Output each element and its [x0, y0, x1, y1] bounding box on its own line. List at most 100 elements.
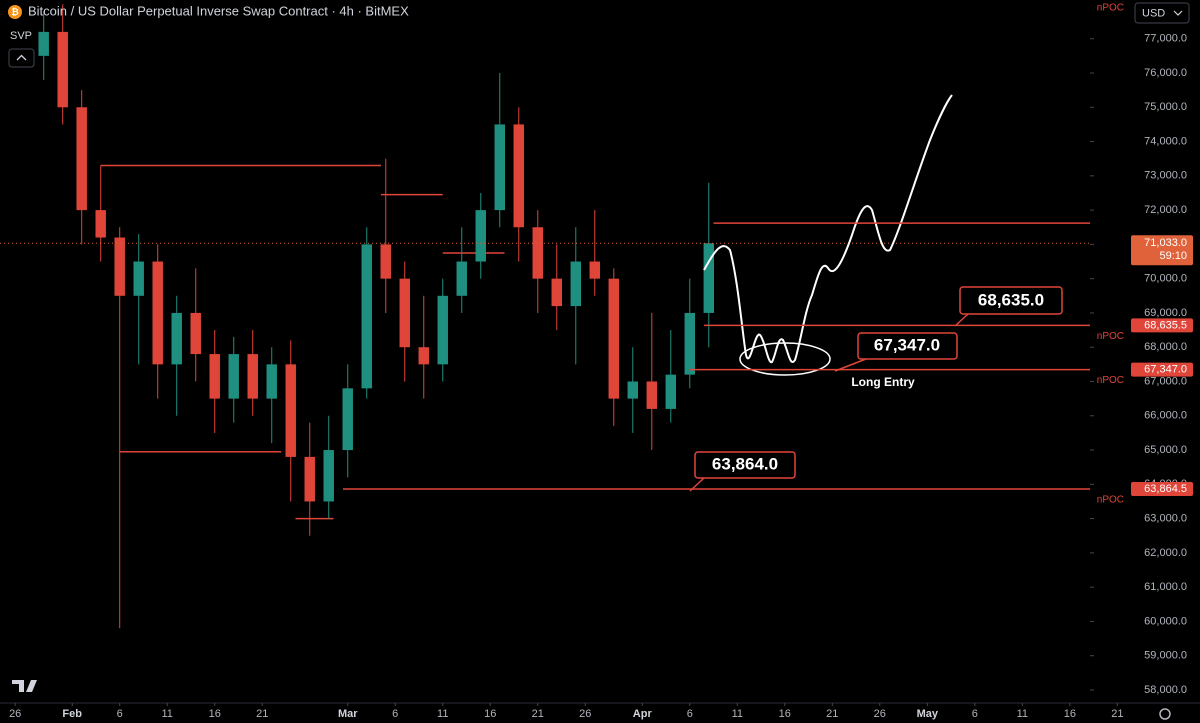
candle-body	[418, 347, 429, 365]
y-tick-label: 67,000.0	[1144, 375, 1187, 387]
x-tick-label: 6	[392, 708, 398, 720]
candle-body	[190, 312, 201, 355]
npoc-tag: nPOC	[1097, 3, 1124, 14]
currency-caret	[1173, 10, 1183, 16]
x-tick-label: 16	[209, 708, 221, 720]
y-tick-label: 66,000.0	[1144, 410, 1187, 422]
npoc-tag: nPOC	[1097, 375, 1124, 386]
callout-pointer	[954, 313, 969, 327]
candle-body	[95, 210, 106, 238]
coin-icon	[8, 5, 22, 19]
y-tick-label: 72,000.0	[1144, 204, 1187, 216]
callout-box	[959, 286, 1063, 315]
y-tick-label: 65,000.0	[1144, 444, 1187, 456]
x-tick-label: 26	[579, 708, 591, 720]
candle-body	[266, 364, 277, 399]
candle-body	[152, 261, 163, 365]
candle-body	[665, 374, 677, 409]
candle-body	[209, 354, 220, 399]
y-tick-label: 61,000.0	[1144, 581, 1187, 593]
x-tick-label: 16	[484, 708, 496, 720]
x-tick-label: 21	[1111, 708, 1123, 720]
candle-body	[703, 243, 715, 313]
candle-body	[494, 124, 505, 211]
collapse-icon	[16, 54, 27, 61]
x-tick-label: 16	[779, 708, 791, 720]
projection-path	[703, 94, 953, 364]
x-tick-label: 11	[162, 708, 173, 720]
candle-body	[456, 261, 467, 296]
collapse-button[interactable]	[8, 48, 35, 68]
candle-body	[228, 354, 239, 399]
settings-icon[interactable]	[1159, 708, 1171, 720]
candle-body	[646, 381, 658, 409]
y-tick-label: 59,000.0	[1144, 650, 1187, 662]
level-label: 67,347.0	[1144, 364, 1187, 376]
x-tick-label: 11	[437, 708, 448, 720]
candle-body	[361, 244, 372, 389]
candle-body	[532, 227, 543, 279]
tv-logo	[12, 680, 37, 692]
x-tick-label: Mar	[338, 708, 358, 720]
callout-label: 68,635.0	[978, 290, 1044, 309]
y-tick-label: 60,000.0	[1144, 615, 1187, 627]
y-tick-label: 68,000.0	[1144, 341, 1187, 353]
callout-label: 67,347.0	[874, 335, 940, 354]
level-label: 63,864.5	[1144, 483, 1187, 495]
candle-body	[684, 312, 696, 375]
plot-area	[0, 4, 1090, 629]
y-tick-label: 63,000.0	[1144, 513, 1187, 525]
x-tick-label: 6	[687, 708, 693, 720]
candle-body	[475, 210, 486, 262]
x-tick-label: 11	[732, 708, 743, 720]
candle-body	[247, 354, 258, 399]
candle-body	[323, 450, 334, 502]
candle-body	[304, 456, 315, 502]
x-tick-label: May	[917, 708, 939, 720]
candle-body	[399, 278, 410, 348]
currency-button[interactable]	[1134, 2, 1190, 24]
level-badge	[1131, 318, 1193, 333]
x-tick-label: Apr	[633, 708, 653, 720]
chart-title: Bitcoin / US Dollar Perpetual Inverse Sw…	[28, 3, 409, 18]
candle-body	[380, 244, 391, 279]
y-tick-label: 77,000.0	[1144, 33, 1187, 45]
candle-body	[551, 278, 562, 307]
y-tick-label: 70,000.0	[1144, 273, 1187, 285]
y-tick-label: 73,000.0	[1144, 170, 1187, 182]
candle-body	[608, 278, 620, 399]
x-tick-label: Feb	[62, 708, 82, 720]
candle-body	[76, 107, 87, 211]
candle-body	[437, 295, 448, 365]
x-tick-label: 26	[874, 708, 886, 720]
x-tick-label: 26	[9, 708, 21, 720]
level-badge	[1131, 362, 1193, 377]
x-tick-label: 11	[1017, 708, 1028, 720]
x-tick-label: 21	[532, 708, 544, 720]
y-tick-label: 58,000.0	[1144, 684, 1187, 696]
x-tick-label: 6	[972, 708, 978, 720]
current-price-label: 71,033.0	[1144, 237, 1187, 249]
currency-label: USD	[1142, 7, 1165, 19]
current-price-badge	[1131, 235, 1193, 266]
level-label: 68,635.5	[1144, 319, 1187, 331]
x-tick-label: 21	[826, 708, 838, 720]
candle-body	[627, 381, 639, 399]
y-tick-label: 75,000.0	[1144, 101, 1187, 113]
level-badge	[1131, 481, 1193, 496]
y-tick-label: 62,000.0	[1144, 547, 1187, 559]
candle-body	[114, 237, 125, 296]
callout-box	[857, 332, 958, 360]
x-tick-label: 6	[117, 708, 123, 720]
npoc-tag: nPOC	[1097, 331, 1124, 342]
indicator-label[interactable]: SVP	[10, 30, 32, 42]
npoc-tag: nPOC	[1097, 495, 1124, 506]
callout-box	[694, 451, 796, 479]
coin-icon-glyph: ₿	[11, 7, 18, 17]
candle-body	[171, 312, 182, 365]
candle-body	[513, 124, 524, 228]
x-tick-label: 21	[256, 708, 268, 720]
